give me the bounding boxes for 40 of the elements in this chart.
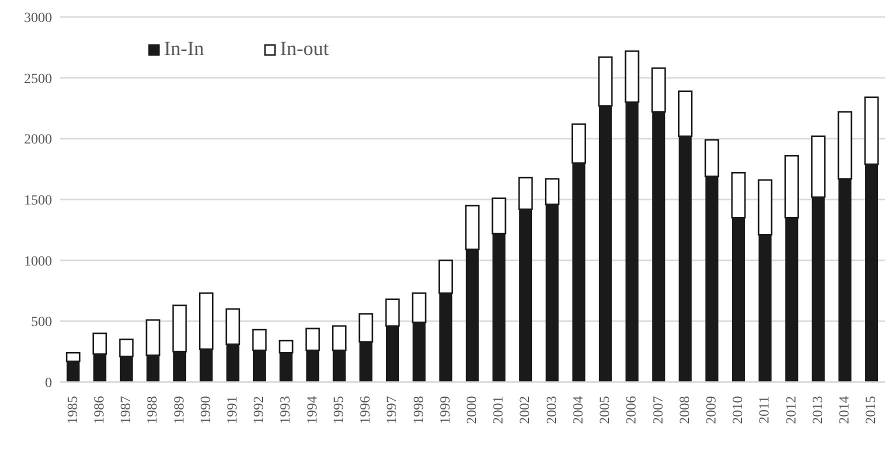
x-tick-label: 1999: [438, 396, 454, 424]
x-tick-label: 1993: [278, 396, 294, 424]
x-tick-label: 2002: [518, 396, 534, 424]
x-tick-label: 2014: [838, 396, 853, 424]
x-tick-label: 1996: [358, 396, 374, 424]
x-tick-label: 1991: [225, 396, 240, 424]
x-tick-label: 1990: [198, 396, 214, 424]
x-tick-label: 2006: [624, 396, 640, 424]
x-tick-label: 2011: [758, 396, 773, 424]
x-tick-label: 1986: [92, 396, 108, 424]
y-tick-label: 1000: [24, 254, 52, 270]
x-tick-label: 2000: [465, 396, 480, 424]
x-tick-label: 2001: [492, 396, 507, 424]
x-tick-label: 1995: [332, 396, 347, 424]
x-tick-label: 2013: [810, 396, 826, 424]
y-tick-label: 2000: [24, 132, 52, 148]
y-tick-label: 2500: [24, 72, 52, 87]
x-tick-label: 1997: [385, 396, 400, 424]
x-tick-label: 2003: [544, 396, 560, 424]
y-tick-label: 500: [31, 315, 52, 330]
x-tick-label: 1994: [305, 396, 320, 424]
x-tick-label: 2015: [864, 396, 880, 424]
y-tick-label: 3000: [24, 10, 52, 26]
x-tick-label: 1988: [146, 396, 161, 424]
x-tick-label: 1992: [252, 396, 268, 424]
x-tick-label: 1989: [172, 396, 188, 424]
x-tick-label: 2010: [731, 396, 746, 424]
x-tick-label: 1998: [412, 396, 427, 424]
legend-label: In-In: [164, 38, 204, 61]
y-tick-label: 0: [45, 376, 52, 391]
legend-label: In-out: [280, 38, 329, 61]
x-tick-label: 2005: [598, 396, 614, 424]
x-tick-label: 1987: [119, 396, 134, 424]
x-tick-label: 2007: [651, 396, 666, 424]
x-tick-label: 2009: [704, 396, 720, 424]
x-tick-label: 2012: [784, 396, 800, 424]
x-tick-label: 2008: [678, 396, 693, 424]
x-tick-label: 2004: [571, 396, 586, 424]
x-tick-label: 1985: [66, 396, 81, 424]
y-tick-label: 1500: [24, 193, 52, 208]
